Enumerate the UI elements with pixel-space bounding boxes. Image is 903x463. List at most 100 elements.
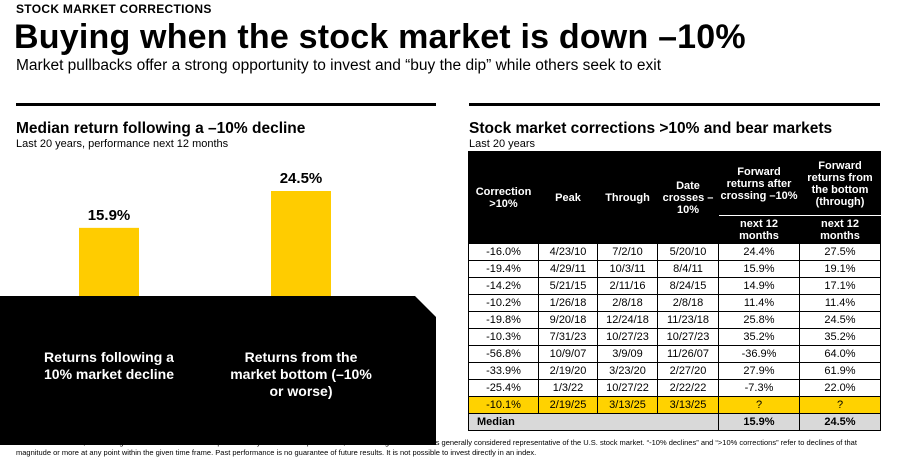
cell-peak: 7/31/23 [538, 328, 598, 346]
bar-chart-subtitle: Last 20 years, performance next 12 month… [16, 138, 229, 150]
cell-through: 10/27/23 [597, 328, 658, 346]
col-header-forward-after: Forward returns after crossing –10% [718, 151, 800, 216]
cell-forward-after: 35.2% [718, 328, 800, 346]
eyebrow-label: STOCK MARKET CORRECTIONS [16, 2, 212, 16]
page-subtitle: Market pullbacks offer a strong opportun… [16, 57, 662, 74]
bar-value-label-2: 24.5% [280, 170, 323, 187]
cell-forward-after: 24.4% [718, 243, 800, 261]
subheader-after-period: next 12 months [718, 215, 800, 244]
table-row: -56.8% 10/9/07 3/9/09 11/26/07 -36.9% 64.0% [468, 345, 881, 363]
col-header-through: Through [597, 151, 658, 244]
cell-forward-bottom: 19.1% [799, 260, 881, 278]
category-label-1: Returns following a 10% market decline [44, 349, 174, 382]
subheader-bottom-period: next 12 months [799, 215, 881, 244]
median-bottom: 24.5% [799, 413, 881, 431]
cell-forward-after: 11.4% [718, 294, 800, 312]
cell-through: 10/27/22 [597, 379, 658, 397]
corrections-table: Correction >10% Peak Through Date crosse… [468, 151, 881, 431]
cell-date-crosses: 2/22/22 [657, 379, 719, 397]
table-row: -19.8% 9/20/18 12/24/18 11/23/18 25.8% 24.5% [468, 311, 881, 329]
cell-peak: 4/29/11 [538, 260, 598, 278]
cell-through: 2/8/18 [597, 294, 658, 312]
table-row: -25.4% 1/3/22 10/27/22 2/22/22 -7.3% 22.0% [468, 379, 881, 397]
page-title: Buying when the stock market is down –10… [14, 18, 746, 56]
median-return-bar-chart: 15.9% Returns following a 10% market decli… [0, 170, 436, 445]
table-row: -16.0% 4/23/10 7/2/10 5/20/10 24.4% 27.5% [468, 243, 881, 261]
cell-forward-after: 15.9% [718, 260, 800, 278]
cell-peak: 5/21/15 [538, 277, 598, 295]
cell-date-crosses: 8/4/11 [657, 260, 719, 278]
cell-peak: 2/19/20 [538, 362, 598, 380]
bar-1 [79, 227, 139, 296]
left-divider [16, 103, 436, 106]
cell-forward-bottom: 24.5% [799, 311, 881, 329]
cell-through: 3/23/20 [597, 362, 658, 380]
cell-correction: -33.9% [468, 362, 539, 380]
median-label: Median [468, 413, 719, 431]
bar-2 [271, 191, 331, 296]
cell-forward-after: ? [718, 396, 800, 414]
cell-through: 3/13/25 [597, 396, 658, 414]
col-header-date-crosses: Date crosses –10% [657, 151, 719, 244]
footnote: Sources: BlackRock; Bloomberg as of 3/31… [16, 438, 857, 457]
cell-peak: 9/20/18 [538, 311, 598, 329]
cell-date-crosses: 3/13/25 [657, 396, 719, 414]
cell-forward-bottom: 27.5% [799, 243, 881, 261]
chart-panel [0, 296, 436, 445]
table-subtitle: Last 20 years [469, 138, 536, 150]
cell-date-crosses: 2/8/18 [657, 294, 719, 312]
col-header-correction: Correction >10% [468, 151, 539, 244]
cell-correction: -19.4% [468, 260, 539, 278]
median-row: Median 15.9% 24.5% [468, 413, 881, 431]
cell-through: 7/2/10 [597, 243, 658, 261]
cell-forward-after: 25.8% [718, 311, 800, 329]
cell-forward-after: 14.9% [718, 277, 800, 295]
cell-forward-bottom: 17.1% [799, 277, 881, 295]
cell-correction: -10.3% [468, 328, 539, 346]
bar-value-label-1: 15.9% [88, 207, 131, 224]
cell-correction: -10.2% [468, 294, 539, 312]
right-divider [469, 103, 880, 106]
cell-date-crosses: 8/24/15 [657, 277, 719, 295]
table-row: -10.3% 7/31/23 10/27/23 10/27/23 35.2% 35.2% [468, 328, 881, 346]
table-row: -10.1% 2/19/25 3/13/25 3/13/25?? [468, 396, 881, 414]
cell-peak: 10/9/07 [538, 345, 598, 363]
cell-forward-bottom: 61.9% [799, 362, 881, 380]
table-body: -16.0% 4/23/10 7/2/10 5/20/10 24.4% 27.5% -19.… [468, 243, 881, 431]
col-header-forward-bottom: Forward returns from the bottom (through… [799, 151, 881, 216]
cell-peak: 4/23/10 [538, 243, 598, 261]
table-title: Stock market corrections >10% and bear m… [469, 120, 833, 137]
table-row: -14.2% 5/21/15 2/11/16 8/24/15 14.9% 17.1% [468, 277, 881, 295]
cell-date-crosses: 2/27/20 [657, 362, 719, 380]
cell-forward-after: 27.9% [718, 362, 800, 380]
cell-forward-bottom: 22.0% [799, 379, 881, 397]
cell-date-crosses: 10/27/23 [657, 328, 719, 346]
cell-through: 3/9/09 [597, 345, 658, 363]
cell-forward-bottom: 64.0% [799, 345, 881, 363]
cell-correction: -25.4% [468, 379, 539, 397]
cell-correction: -10.1% [468, 396, 539, 414]
cell-forward-bottom: ? [799, 396, 881, 414]
category-label-2: Returns from the market bottom (–10% or wo… [230, 349, 372, 399]
table-row: -10.2% 1/26/18 2/8/18 2/8/18 11.4% 11.4% [468, 294, 881, 312]
cell-through: 10/3/11 [597, 260, 658, 278]
cell-peak: 1/3/22 [538, 379, 598, 397]
cell-correction: -56.8% [468, 345, 539, 363]
table-row: -19.4% 4/29/11 10/3/11 8/4/11 15.9% 19.1% [468, 260, 881, 278]
cell-forward-bottom: 11.4% [799, 294, 881, 312]
cell-through: 12/24/18 [597, 311, 658, 329]
cell-forward-after: -36.9% [718, 345, 800, 363]
cell-peak: 1/26/18 [538, 294, 598, 312]
table-row: -33.9% 2/19/20 3/23/20 2/27/20 27.9% 61.9% [468, 362, 881, 380]
cell-forward-after: -7.3% [718, 379, 800, 397]
col-header-peak: Peak [538, 151, 598, 244]
bar-chart-title: Median return following a –10% decline [16, 120, 306, 137]
cell-date-crosses: 11/26/07 [657, 345, 719, 363]
median-after: 15.9% [718, 413, 800, 431]
cell-peak: 2/19/25 [538, 396, 598, 414]
cell-through: 2/11/16 [597, 277, 658, 295]
cell-correction: -16.0% [468, 243, 539, 261]
cell-forward-bottom: 35.2% [799, 328, 881, 346]
cell-date-crosses: 11/23/18 [657, 311, 719, 329]
cell-date-crosses: 5/20/10 [657, 243, 719, 261]
